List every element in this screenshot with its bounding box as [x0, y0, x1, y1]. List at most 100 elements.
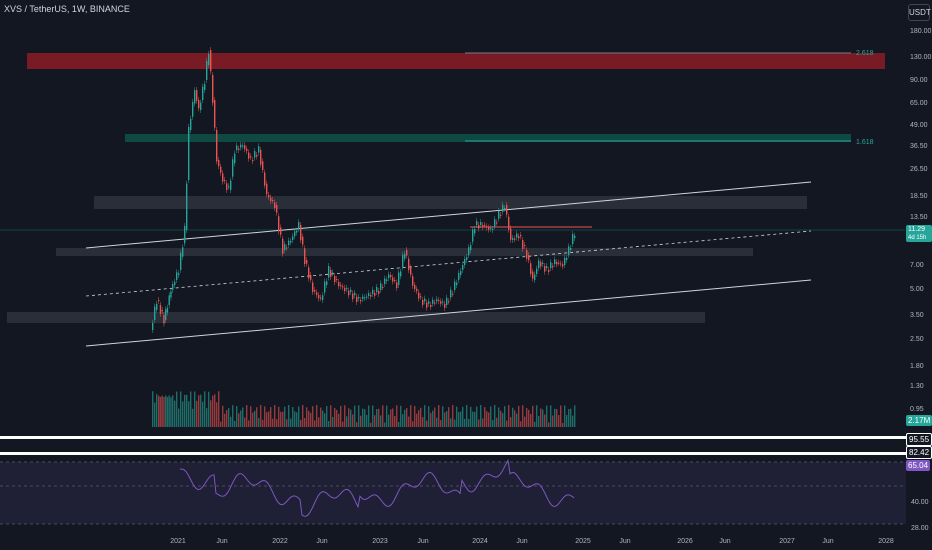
- time-tick: 2024: [472, 538, 488, 545]
- volume-bar: [316, 405, 318, 427]
- volume-bar: [166, 397, 169, 427]
- volume-bar: [262, 419, 264, 427]
- volume-bar: [564, 405, 566, 427]
- volume-bar: [448, 407, 450, 427]
- volume-bar: [482, 418, 484, 427]
- volume-bar: [222, 405, 224, 427]
- volume-bar: [538, 416, 540, 427]
- volume-bar: [158, 395, 160, 427]
- symbol-title[interactable]: XVS / TetherUS, 1W, BINANCE: [4, 4, 130, 14]
- volume-bar: [312, 406, 314, 427]
- volume-bar: [220, 421, 222, 427]
- volume-bar: [254, 410, 256, 427]
- volume-bar: [534, 421, 536, 427]
- volume-bar: [194, 391, 196, 427]
- rsi-tick-28: 28.00: [911, 525, 929, 532]
- volume-bar: [558, 415, 560, 427]
- volume-bar: [398, 421, 400, 427]
- volume-bar: [492, 420, 494, 427]
- volume-bar: [446, 411, 448, 427]
- volume-bar: [212, 395, 214, 427]
- price-tick: 0.95: [910, 406, 924, 413]
- volume-bar: [500, 410, 502, 427]
- time-tick: Jun: [822, 538, 833, 545]
- volume-bar: [358, 405, 360, 427]
- volume-bar: [400, 405, 402, 427]
- volume-bar: [466, 405, 468, 427]
- volume-bar: [396, 405, 398, 427]
- volume-bar: [176, 391, 178, 427]
- resistance-zone-red: [27, 53, 885, 69]
- volume-bar: [244, 417, 246, 427]
- volume-bar: [328, 421, 330, 427]
- volume-bar: [218, 391, 220, 427]
- volume-bar: [404, 409, 406, 427]
- volume-bar: [280, 411, 282, 427]
- volume-bar: [242, 407, 244, 427]
- time-tick: Jun: [516, 538, 527, 545]
- volume-bar: [292, 407, 294, 427]
- volume-bar: [206, 408, 208, 427]
- volume-bar: [562, 422, 564, 427]
- volume-bar: [204, 391, 206, 427]
- volume-bar: [152, 391, 154, 427]
- channel-top: [85, 181, 812, 249]
- price-axis[interactable]: 180.00 130.00 90.00 65.00 49.00 36.50 26.50 18.…: [910, 28, 932, 413]
- volume-bar: [165, 395, 167, 427]
- volume-bar: [496, 417, 498, 427]
- volume-bar: [163, 396, 165, 427]
- volume-bar: [542, 409, 544, 427]
- channel-mid: [85, 230, 812, 297]
- volume-bar: [232, 405, 234, 427]
- volume-bar: [374, 415, 376, 427]
- volume-bar: [536, 405, 538, 427]
- volume-bar: [294, 411, 296, 427]
- volume-bar: [518, 405, 520, 427]
- zone-gray-3: [7, 312, 705, 323]
- currency-button[interactable]: USDT: [908, 4, 931, 21]
- volume-bar: [486, 411, 488, 427]
- time-tick: Jun: [417, 538, 428, 545]
- volume-bar: [196, 400, 198, 427]
- volume-bar: [186, 394, 188, 427]
- volume-bar: [326, 406, 328, 427]
- volume-bar: [370, 422, 372, 427]
- volume-bar: [278, 406, 280, 427]
- volume-bar: [330, 405, 332, 427]
- volume-bar: [480, 405, 482, 427]
- volume-bar: [302, 405, 304, 427]
- volume-bar: [454, 419, 456, 427]
- price-tick: 130.00: [910, 54, 932, 61]
- volume-bar: [540, 408, 542, 427]
- volume-bar: [298, 406, 300, 427]
- time-axis[interactable]: 2021 Jun 2022 Jun 2023 Jun 2024 Jun 2025 Jun 2026 J…: [170, 538, 894, 545]
- volume-bar: [296, 412, 298, 427]
- volume-bar: [468, 418, 470, 427]
- volume-bar: [170, 397, 172, 427]
- volume-bar: [460, 411, 462, 427]
- volume-bar: [168, 395, 170, 427]
- volume-bar: [318, 417, 320, 427]
- volume-bar: [172, 395, 174, 427]
- volume-bar: [458, 412, 460, 427]
- volume-bar: [506, 420, 508, 427]
- volume-bar: [198, 395, 200, 427]
- volume-bar: [470, 406, 472, 427]
- volume-bar: [256, 407, 258, 427]
- volume-bar: [161, 395, 163, 427]
- volume-bar: [524, 416, 526, 427]
- volume-bar: [532, 405, 534, 427]
- volume-bar: [444, 412, 446, 427]
- volume-bar: [440, 420, 442, 427]
- volume-bar: [190, 391, 192, 427]
- volume-bar: [414, 405, 416, 427]
- volume-bar: [498, 407, 500, 427]
- volume-bar: [202, 401, 204, 427]
- volume-bar: [512, 407, 514, 427]
- volume-bar: [402, 414, 404, 427]
- volume-bar: [410, 405, 412, 427]
- volume-bar: [368, 405, 370, 427]
- price-tick: 3.50: [910, 312, 924, 319]
- candlesticks: [152, 47, 576, 333]
